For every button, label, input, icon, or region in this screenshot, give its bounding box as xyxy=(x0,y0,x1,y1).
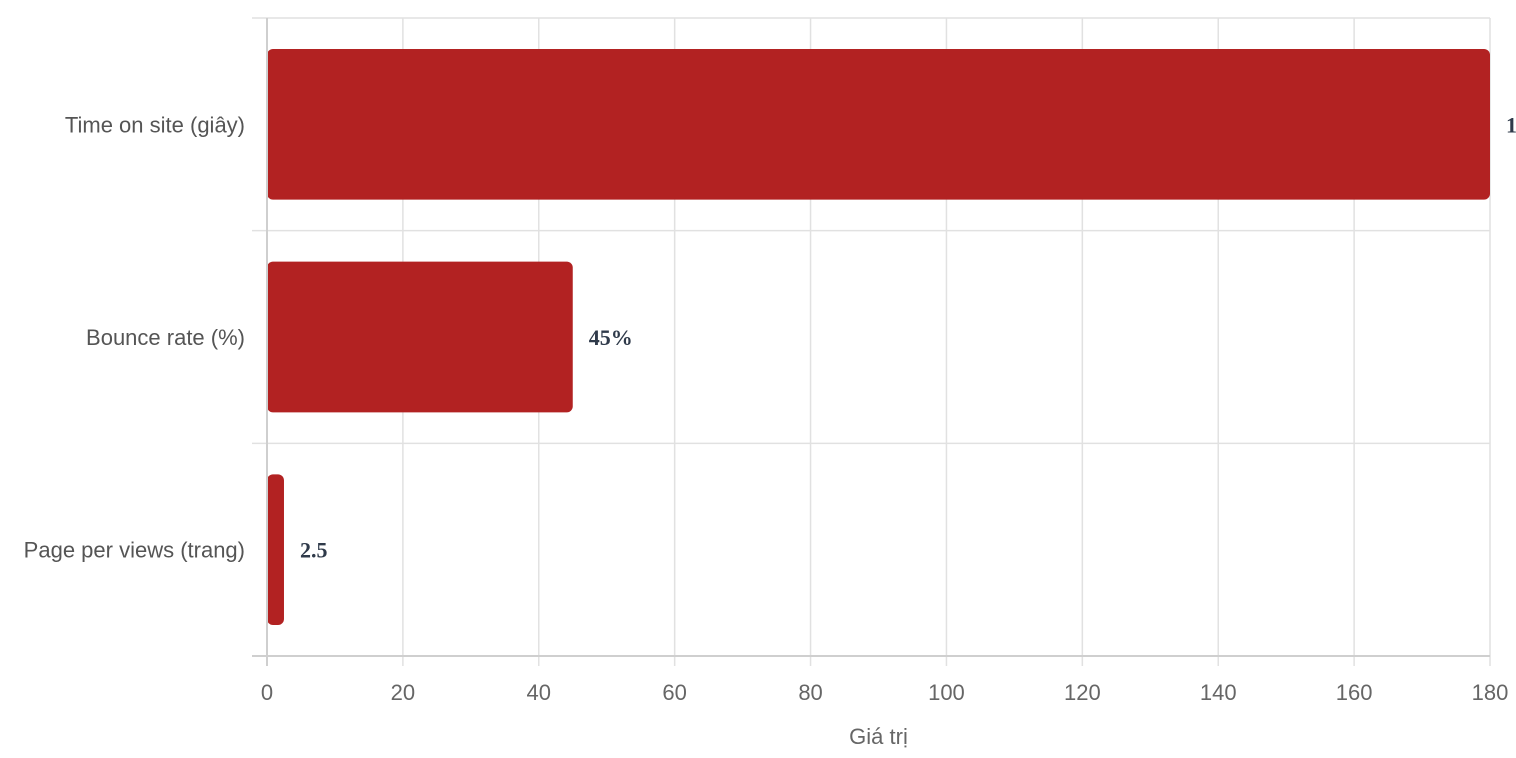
bar xyxy=(267,474,284,625)
axes xyxy=(252,18,1490,666)
x-tick-label: 20 xyxy=(391,680,415,705)
x-tick-label: 80 xyxy=(798,680,822,705)
bar xyxy=(267,49,1490,200)
category-label: Page per views (trang) xyxy=(24,538,245,563)
category-label: Bounce rate (%) xyxy=(86,325,245,350)
data-label: 1 xyxy=(1506,112,1516,137)
x-axis-title: Giá trị xyxy=(849,724,908,749)
bars xyxy=(267,49,1490,625)
x-tick-label: 160 xyxy=(1336,680,1373,705)
x-tick-label: 0 xyxy=(261,680,273,705)
data-label: 45% xyxy=(589,325,633,350)
data-label: 2.5 xyxy=(300,538,328,563)
category-label: Time on site (giây) xyxy=(65,112,245,137)
x-tick-label: 140 xyxy=(1200,680,1237,705)
x-tick-label: 40 xyxy=(527,680,551,705)
labels: 0 20 40 60 80 100 120 140 160 180 Time on site (gi… xyxy=(24,112,1516,705)
x-tick-label: 60 xyxy=(662,680,686,705)
bar xyxy=(267,261,573,413)
x-tick-label: 100 xyxy=(928,680,965,705)
x-tick-label: 180 xyxy=(1472,680,1509,705)
x-tick-label: 120 xyxy=(1064,680,1101,705)
